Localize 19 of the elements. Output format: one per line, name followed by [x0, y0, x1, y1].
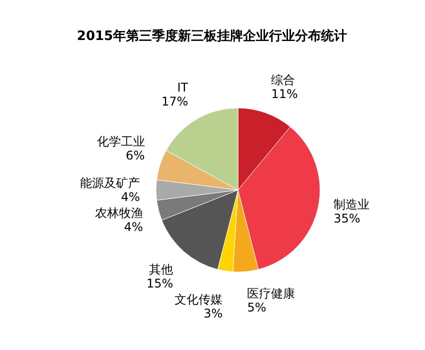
data-label: 5%	[247, 300, 266, 315]
slice-label: IT	[177, 80, 189, 95]
slice-label: 其他	[149, 262, 174, 277]
slice-label: 农林牧渔	[95, 206, 144, 220]
slice-label: 化学工业	[96, 134, 145, 149]
data-label: 3%	[204, 306, 223, 321]
data-label: 4%	[120, 190, 140, 204]
data-label: 4%	[124, 220, 144, 234]
slice-label: 医疗健康	[247, 286, 296, 301]
slice-label: 文化传媒	[174, 292, 223, 307]
chart-title: 2015年第三季度新三板挂牌企业行业分布统计	[76, 28, 348, 44]
data-label: 11%	[271, 86, 298, 101]
slice-label: 制造业	[334, 197, 370, 212]
data-label: 15%	[146, 276, 174, 291]
data-label: 17%	[161, 94, 188, 109]
data-label: 6%	[126, 148, 145, 163]
slice-label: 综合	[271, 72, 296, 87]
data-label: 35%	[334, 211, 360, 226]
slice-label: 能源及矿产	[80, 176, 140, 190]
